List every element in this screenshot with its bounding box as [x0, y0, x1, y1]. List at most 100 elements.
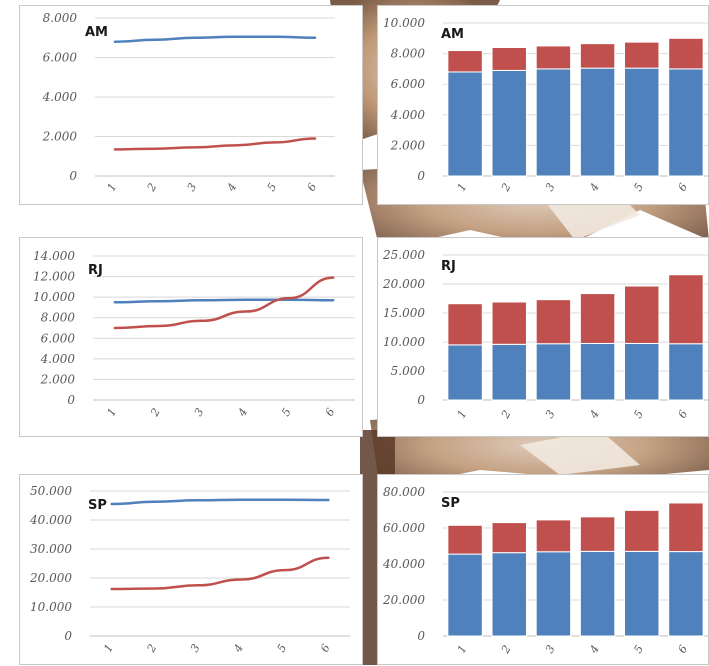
x-tick-label: 3: [185, 181, 200, 194]
bar-segment-1: [579, 342, 616, 401]
y-tick-label: 15.000: [383, 306, 425, 320]
x-tick-label: 1: [455, 643, 470, 656]
bar-segment-2: [668, 37, 704, 70]
y-tick-label: 0: [69, 169, 77, 183]
chart-panel-am-bar: 0 2.000 4.000 6.000 8.000 10.000 1 2 3 4 5 6 AM: [377, 5, 709, 205]
x-tick-label: 6: [318, 642, 333, 655]
y-tick-label: 0: [64, 629, 72, 643]
y-tick-label: 0: [417, 629, 425, 643]
y-tick-label: 60.000: [383, 521, 425, 535]
x-tick-label: 3: [543, 643, 558, 656]
series-line-2: [110, 556, 330, 591]
y-tick-label: 40.000: [29, 513, 72, 527]
x-tick-label: 5: [265, 181, 280, 194]
bar-segment-2: [535, 519, 572, 553]
series-line-1: [110, 498, 330, 506]
x-tick-label: 6: [676, 408, 691, 421]
y-tick-label: 10.000: [30, 600, 72, 614]
y-tick-label: 40.000: [382, 557, 425, 571]
bar-segment-1: [668, 343, 704, 401]
bar-segment-1: [491, 343, 527, 401]
bar-segment-2: [535, 45, 572, 70]
chart-title: RJ: [441, 259, 456, 274]
y-tick-label: 10.000: [383, 335, 425, 349]
chart-title: RJ: [88, 263, 103, 278]
x-tick-label: 3: [192, 406, 207, 419]
chart-am-line: 0 2.000 4.000 6.000 8.000 1 2 3 4 5 6 AM: [42, 11, 335, 194]
x-tick-label: 2: [148, 406, 163, 419]
chart-sp-line: 0 10.000 20.000 30.000 40.000 50.000 1 2 3 4 5 6 SP: [29, 484, 350, 655]
x-tick-label: 1: [104, 406, 119, 419]
y-tick-label: 2.000: [40, 372, 76, 386]
x-tick-label: 4: [587, 408, 602, 421]
bar-segment-2: [491, 301, 527, 345]
bar-segment-1: [447, 553, 483, 637]
y-tick-label: 12.000: [33, 270, 75, 284]
series-line-1: [113, 298, 335, 304]
chart-panel-sp-bar: 0 20.000 40.000 60.000 80.000 1 2 3 4 5 6 SP: [377, 474, 709, 665]
chart-title: SP: [88, 498, 107, 513]
x-tick-label: 6: [305, 181, 320, 194]
bar-segment-1: [535, 551, 572, 637]
y-tick-label: 8.000: [43, 11, 78, 25]
chart-panel-am-line: 0 2.000 4.000 6.000 8.000 1 2 3 4 5 6 AM: [19, 5, 363, 205]
series-line-1: [113, 35, 317, 43]
x-tick-label: 5: [275, 642, 290, 655]
bar-segment-2: [491, 522, 527, 554]
bar-segment-2: [668, 274, 704, 345]
bar-segment-2: [668, 502, 704, 553]
y-tick-label: 0: [417, 393, 425, 407]
chart-title: AM: [441, 27, 464, 42]
x-tick-label: 3: [543, 408, 558, 421]
y-tick-label: 6.000: [391, 77, 426, 91]
x-tick-label: 5: [631, 408, 646, 421]
chart-panel-rj-line: 0 2.000 4.000 6.000 8.000 10.000 12.000 14.000 1…: [19, 237, 363, 437]
bar-segment-1: [668, 68, 704, 177]
y-tick-label: 6.000: [41, 331, 76, 345]
y-tick-label: 6.000: [43, 51, 78, 65]
y-tick-label: 5.000: [391, 364, 426, 378]
bar-segment-1: [447, 344, 483, 401]
x-tick-label: 4: [587, 643, 602, 656]
bar-segment-2: [624, 41, 660, 69]
x-tick-label: 1: [105, 181, 120, 194]
chart-rj-line: 0 2.000 4.000 6.000 8.000 10.000 12.000 14.000 1…: [33, 249, 355, 419]
y-tick-label: 2.000: [390, 138, 426, 152]
chart-panel-rj-bar: 0 5.000 10.000 15.000 20.000 25.000 1 2 3 4 5 6 RJ: [377, 237, 709, 437]
y-tick-label: 80.000: [383, 485, 425, 499]
bar-segment-2: [447, 524, 483, 555]
bar-segment-2: [624, 509, 660, 552]
y-tick-label: 20.000: [382, 277, 425, 291]
x-tick-label: 2: [144, 642, 159, 655]
x-tick-label: 2: [498, 408, 513, 421]
series-line-2: [113, 276, 335, 330]
x-tick-label: 4: [587, 181, 602, 194]
bar-segment-1: [447, 71, 483, 177]
x-tick-label: 6: [323, 406, 338, 419]
bar-segment-2: [579, 293, 616, 344]
chart-title: AM: [85, 25, 108, 40]
bar-segment-2: [624, 285, 660, 344]
bar-segment-1: [491, 69, 527, 177]
bar-segment-1: [579, 550, 616, 637]
y-tick-label: 4.000: [40, 352, 76, 366]
y-tick-label: 30.000: [30, 542, 72, 556]
x-tick-label: 4: [235, 406, 250, 419]
y-tick-label: 10.000: [383, 16, 425, 30]
x-tick-label: 1: [455, 181, 470, 194]
y-tick-label: 20.000: [29, 571, 72, 585]
x-tick-label: 6: [676, 643, 691, 656]
y-tick-label: 10.000: [33, 290, 75, 304]
x-tick-label: 5: [279, 406, 294, 419]
chart-am-bar: 0 2.000 4.000 6.000 8.000 10.000 1 2 3 4 5 6 AM: [383, 16, 708, 194]
bar-segment-1: [491, 552, 527, 637]
bar-segment-1: [624, 342, 660, 401]
y-tick-label: 0: [67, 393, 75, 407]
y-tick-label: 8.000: [391, 47, 426, 61]
bar-segment-1: [668, 551, 704, 637]
x-tick-label: 5: [631, 643, 646, 656]
y-tick-label: 8.000: [41, 311, 76, 325]
y-tick-label: 25.000: [382, 248, 425, 262]
bar-segment-2: [579, 516, 616, 552]
x-tick-label: 4: [224, 181, 239, 194]
